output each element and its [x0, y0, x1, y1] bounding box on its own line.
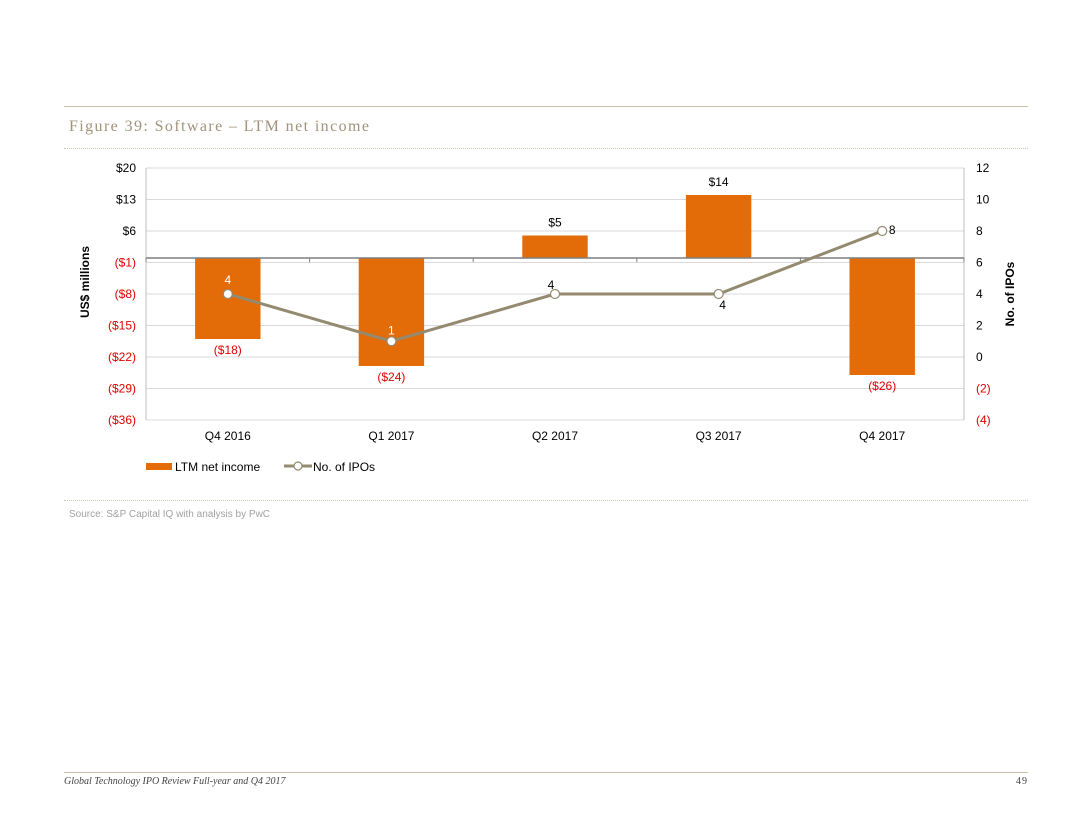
footer-report-title: Global Technology IPO Review Full-year a…	[64, 776, 286, 787]
y-right-tick-label: 0	[976, 350, 983, 364]
line-point	[549, 288, 561, 300]
page-number: 49	[1016, 776, 1028, 787]
y-left-tick-label: ($8)	[115, 287, 136, 301]
y-left-tick-label: ($22)	[108, 350, 136, 364]
line-series-no-of-ipos	[222, 225, 888, 347]
footer-rule	[64, 772, 1028, 773]
y-left-tick-label: ($1)	[115, 256, 136, 270]
y-left-tick-label: $13	[116, 193, 136, 207]
bar-data-label: ($24)	[377, 370, 405, 384]
x-tick-label: Q1 2017	[368, 429, 414, 443]
y-right-tick-label: (2)	[976, 382, 991, 396]
line-data-label: 8	[889, 223, 896, 237]
line-data-label: 4	[224, 273, 231, 287]
y-right-tick-label: 10	[976, 193, 990, 207]
gridlines	[145, 167, 965, 421]
source-note: Source: S&P Capital IQ with analysis by …	[69, 509, 271, 520]
y-left-tick-label: ($15)	[108, 319, 136, 333]
y-right-tick-label: 4	[976, 287, 983, 301]
bar	[358, 258, 425, 366]
bar	[685, 195, 752, 258]
x-tick-label: Q4 2017	[859, 429, 905, 443]
y-left-tick-label: $6	[123, 224, 137, 238]
y-right-tick-label: 8	[976, 224, 983, 238]
bar-data-label: $5	[548, 216, 562, 230]
x-tick-label: Q4 2016	[205, 429, 251, 443]
source-divider	[64, 500, 1028, 501]
bar	[522, 235, 588, 258]
tick-labels: $20$13$6($1)($8)($15)($22)($29)($36)1210…	[108, 161, 991, 443]
bar-series-ltm-net-income	[195, 195, 915, 375]
bar-data-label: ($26)	[868, 379, 896, 393]
bar-data-label: $14	[709, 175, 729, 189]
y-left-axis-title: US$ millions	[78, 246, 92, 318]
legend-marker-no-of-ipos	[293, 461, 303, 471]
line-data-label: 4	[719, 298, 726, 312]
line-point	[222, 288, 233, 300]
line-point	[713, 288, 724, 300]
data-labels: ($18) ($24) $5 $14 ($26) 4 1 4 4 8	[214, 175, 896, 393]
y-right-tick-label: (4)	[976, 413, 991, 427]
y-right-axis-title: No. of IPOs	[1003, 261, 1017, 326]
y-right-tick-label: 2	[976, 319, 983, 333]
y-left-tick-label: ($29)	[108, 382, 136, 396]
line-data-label: 1	[388, 323, 395, 337]
bar-data-label: ($18)	[214, 343, 242, 357]
legend-label-no-of-ipos: No. of IPOs	[313, 460, 375, 474]
legend-swatch-ltm-net-income	[146, 463, 172, 470]
bar	[849, 258, 915, 375]
y-right-tick-label: 6	[976, 256, 983, 270]
x-tick-label: Q2 2017	[532, 429, 578, 443]
chart: ($18) ($24) $5 $14 ($26) 4 1 4 4 8 $20 $13 $6 ($1) ($…	[78, 161, 1017, 474]
y-left-tick-label: $20	[116, 161, 136, 175]
line-data-label: 4	[548, 278, 555, 292]
y-left-tick-label: ($36)	[108, 413, 136, 427]
title-divider	[64, 148, 1028, 149]
y-right-tick-label: 12	[976, 161, 990, 175]
x-tick-label: Q3 2017	[696, 429, 742, 443]
zero-axis	[145, 257, 965, 262]
figure-title: Figure 39: Software – LTM net income	[69, 118, 371, 135]
line-point	[386, 336, 397, 347]
legend-label-ltm-net-income: LTM net income	[175, 460, 260, 474]
legend: LTM net income No. of IPOs	[146, 460, 375, 474]
top-rule	[64, 106, 1028, 107]
line-point	[877, 225, 888, 237]
